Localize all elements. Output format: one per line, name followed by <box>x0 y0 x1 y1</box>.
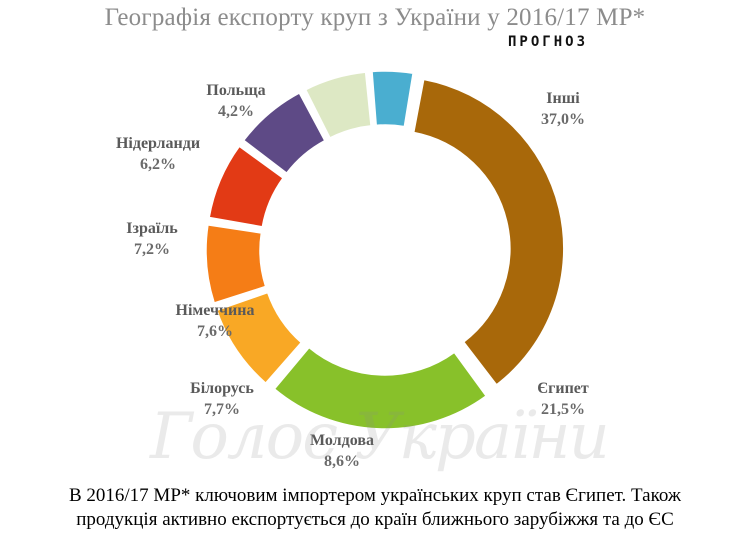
slice-label-8: Польща 4,2% <box>176 80 296 122</box>
slice-label-3: Молдова 8,6% <box>282 430 402 472</box>
slice-label-name: Польща <box>206 82 266 99</box>
slice-label-value: 4,2% <box>218 103 254 120</box>
watermark: Голос України <box>150 400 610 474</box>
donut-slice-3 <box>215 291 303 385</box>
caption-line-2: продукція активно експортується до країн… <box>76 509 674 530</box>
slice-label-2: Єгипет 21,5% <box>503 378 623 420</box>
slice-label-7: Нідерланди 6,2% <box>98 133 218 175</box>
donut-slice-5 <box>208 145 285 228</box>
donut-slice-2 <box>273 346 488 430</box>
slice-label-name: Єгипет <box>537 380 589 397</box>
slice-label-name: Нідерланди <box>115 135 201 152</box>
slice-label-value: 7,2% <box>134 241 170 258</box>
donut-slice-4 <box>205 224 267 304</box>
slice-label-value: 7,6% <box>197 323 233 340</box>
slice-label-name: Молдова <box>310 432 374 449</box>
chart-title: Географія експорту круп з України у 2016… <box>104 4 646 31</box>
caption-line-1: В 2016/17 МР* ключовим імпортером україн… <box>68 485 682 506</box>
slice-label-value: 7,7% <box>204 401 240 418</box>
caption: В 2016/17 МР* ключовим імпортером україн… <box>0 484 750 532</box>
slice-label-5: Німеччина 7,6% <box>155 300 275 342</box>
slice-label-value: 37,0% <box>541 111 585 128</box>
slice-label-4: Білорусь 7,7% <box>162 378 282 420</box>
chart-subtitle: ПРОГНОЗ <box>508 34 589 50</box>
donut-slice-6 <box>242 91 326 175</box>
slice-label-value: 21,5% <box>541 401 585 418</box>
slice-label-6: Ізраїль 7,2% <box>92 218 212 260</box>
slice-label-name: Інші <box>546 90 580 107</box>
slice-label-value: 8,6% <box>324 453 360 470</box>
slice-label-1: Інші 37,0% <box>503 88 623 130</box>
slice-label-value: 6,2% <box>140 156 176 173</box>
slice-label-name: Німеччина <box>175 302 255 319</box>
slice-label-name: Білорусь <box>190 380 254 397</box>
donut-slice-7 <box>304 71 372 139</box>
slice-label-name: Ізраїль <box>126 220 178 237</box>
donut-slice-1 <box>412 78 565 386</box>
donut-slice-8 <box>371 70 414 128</box>
